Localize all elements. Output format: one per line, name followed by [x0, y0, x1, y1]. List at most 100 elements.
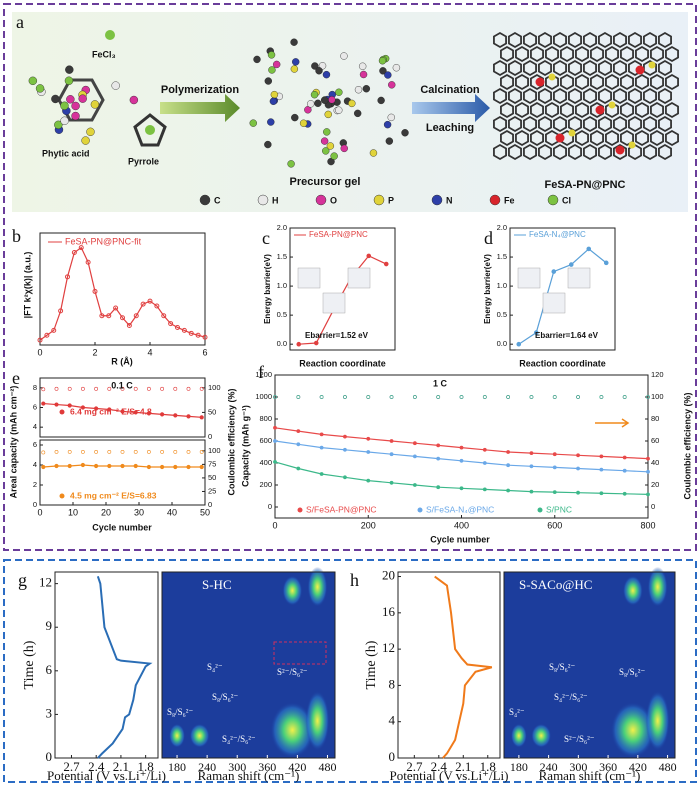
legend-label: S/PNC [546, 504, 572, 514]
ce-point [173, 386, 178, 391]
lattice-hex [590, 73, 604, 91]
ce-point [67, 386, 72, 391]
data-point [412, 454, 417, 459]
data-point [319, 472, 324, 476]
atom [35, 84, 45, 93]
ce-point [199, 450, 204, 454]
ce-point [160, 386, 165, 391]
x-axis-label: Cycle number [430, 534, 490, 544]
atom [362, 85, 371, 93]
data-point [459, 445, 464, 450]
y-tick-label: 9 [46, 618, 53, 633]
y-tick-label: 2 [33, 480, 37, 489]
atom [60, 116, 69, 125]
data-point [552, 465, 557, 470]
raman-peak [531, 723, 552, 748]
lattice-hex [508, 115, 522, 133]
lattice-hex [583, 59, 597, 77]
legend-label: 4.5 mg cm⁻² E/S=6.83 [70, 490, 157, 500]
panel-label: d [484, 228, 493, 248]
atom [401, 129, 409, 137]
lattice-hex [583, 115, 597, 133]
x-tick-label: 10 [68, 507, 78, 517]
data-point [195, 332, 201, 338]
lattice-hex [635, 45, 649, 63]
data-point [41, 401, 46, 406]
data-point [126, 323, 132, 329]
lattice-hex [538, 31, 552, 49]
data-point [603, 260, 609, 266]
ce-point [160, 450, 165, 454]
data-point [92, 288, 98, 294]
structure-thumb [567, 267, 591, 289]
x2-tick-label: 360 [258, 760, 276, 774]
ce-point [186, 450, 191, 454]
data-point [202, 334, 208, 340]
y-tick-label: 0.0 [277, 339, 287, 348]
lattice-hex [560, 73, 574, 91]
lattice-hex [658, 143, 672, 161]
atom [379, 67, 387, 75]
y-tick-label: 0 [268, 502, 272, 511]
atom [369, 149, 378, 157]
lattice-hex [500, 101, 514, 119]
x2-tick-label: 420 [288, 760, 306, 774]
ce-point [107, 386, 112, 391]
data-point [646, 456, 650, 461]
lattice-hex [628, 59, 642, 77]
fe-site [615, 145, 625, 155]
data-point [71, 249, 77, 255]
lattice-hex [545, 45, 559, 63]
x2-tick-label: 300 [569, 760, 587, 774]
lattice-hex [523, 59, 537, 77]
data-point [146, 464, 151, 470]
data-point [296, 429, 301, 434]
x-tick-label: 0 [37, 507, 42, 517]
x-tick-label: 30 [134, 507, 144, 517]
legend-label: C [214, 195, 221, 205]
x-tick-label: 2.7 [406, 759, 423, 774]
atom [323, 128, 331, 136]
y-tick-label: 12 [382, 640, 395, 655]
y2-tick-label: 0 [651, 502, 655, 511]
data-point [160, 412, 165, 417]
data-point [154, 303, 160, 309]
x-tick-label: 2.4 [88, 759, 105, 774]
legend-swatch [547, 194, 559, 206]
y-tick-label: 1000 [255, 392, 272, 401]
y-tick-label: 0 [46, 749, 53, 764]
p-site [548, 73, 556, 81]
x-tick-label: 600 [547, 520, 562, 530]
panel-label: f [258, 362, 264, 382]
panel-a: a FeCl₃ Phytic acid Pyrrole Polymerizati… [16, 12, 679, 206]
ce-point [133, 450, 138, 454]
step: Polymerization [161, 84, 240, 96]
x2-tick-label: 240 [198, 760, 216, 774]
data-point [41, 464, 46, 470]
map-title: S-SACo@HC [519, 577, 592, 592]
data-point [576, 466, 580, 471]
atom [321, 96, 329, 104]
x-tick-label: 2.1 [113, 759, 129, 774]
data-point [80, 462, 86, 468]
molecule [105, 30, 115, 40]
frame-bottom [3, 559, 697, 783]
ce-point [133, 386, 138, 391]
p-site [628, 141, 636, 149]
raman-peak [169, 723, 186, 748]
atom [28, 76, 38, 86]
legend-swatch [297, 507, 303, 513]
atom [54, 120, 63, 130]
y-tick-label: 4 [33, 422, 37, 431]
atom [299, 119, 308, 127]
data-point [140, 301, 146, 307]
annotation: Ebarrier=1.64 eV [535, 331, 599, 340]
peak-label: S₈/S₆²⁻ [167, 707, 193, 717]
atom [388, 81, 396, 89]
data-point [273, 425, 277, 430]
ce-point [146, 386, 151, 391]
data-point [383, 261, 389, 267]
data-point [173, 464, 178, 470]
lattice-hex [515, 73, 529, 91]
